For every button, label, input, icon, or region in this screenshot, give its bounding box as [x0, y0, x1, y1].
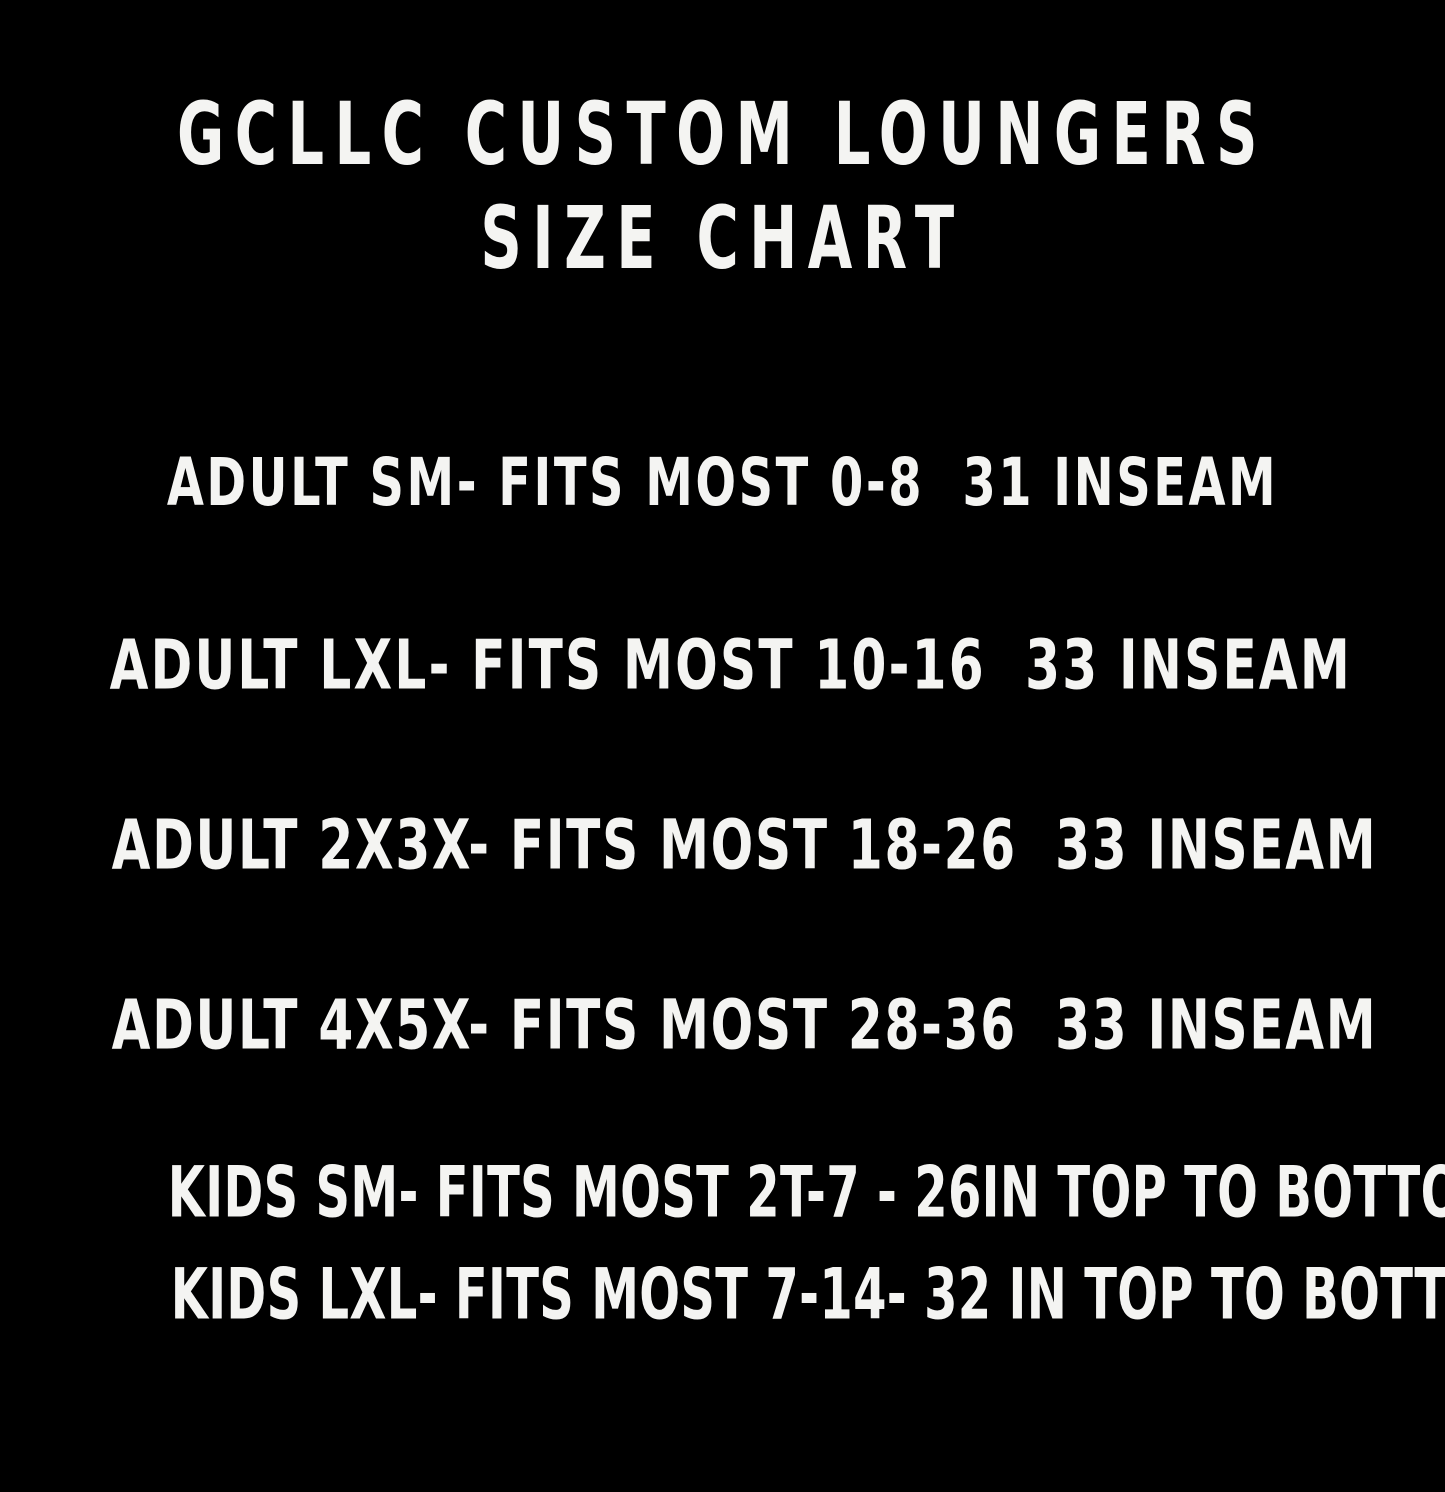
size-row-text: KIDS SM- FITS MOST 2T-7 - 26IN TOP TO BO… — [167, 1151, 1445, 1235]
size-row-text: KIDS LXL- FITS MOST 7-14- 32 IN TOP TO B… — [170, 1253, 1445, 1337]
size-row-text: ADULT 4X5X- FITS MOST 28-36 33 INSEAM — [111, 984, 1378, 1065]
size-row-text: ADULT 2X3X- FITS MOST 18-26 33 INSEAM — [111, 804, 1378, 885]
size-row-adult-lxl: ADULT LXL- FITS MOST 10-16 33 INSEAM — [0, 630, 1445, 815]
size-row-text: ADULT SM- FITS MOST 0-8 31 INSEAM — [166, 444, 1279, 522]
title-line-size-chart: SIZE CHART — [480, 187, 965, 288]
size-row-adult-sm: ADULT SM- FITS MOST 0-8 31 INSEAM — [0, 450, 1445, 635]
title-line-brand: GCLLC CUSTOM LOUNGERS — [177, 83, 1268, 185]
size-row-adult-2x3x: ADULT 2X3X- FITS MOST 18-26 33 INSEAM — [0, 810, 1445, 995]
size-row-text: ADULT LXL- FITS MOST 10-16 33 INSEAM — [109, 624, 1353, 705]
size-row-kids-sm: KIDS SM- FITS MOST 2T-7 - 26IN TOP TO BO… — [0, 1158, 1445, 1265]
size-row-adult-4x5x: ADULT 4X5X- FITS MOST 28-36 33 INSEAM — [0, 990, 1445, 1163]
size-chart-rows: ADULT SM- FITS MOST 0-8 31 INSEAM ADULT … — [0, 450, 1445, 1345]
poster-title: GCLLC CUSTOM LOUNGERS SIZE CHART — [0, 87, 1445, 284]
size-row-kids-lxl: KIDS LXL- FITS MOST 7-14- 32 IN TOP TO B… — [0, 1260, 1445, 1345]
